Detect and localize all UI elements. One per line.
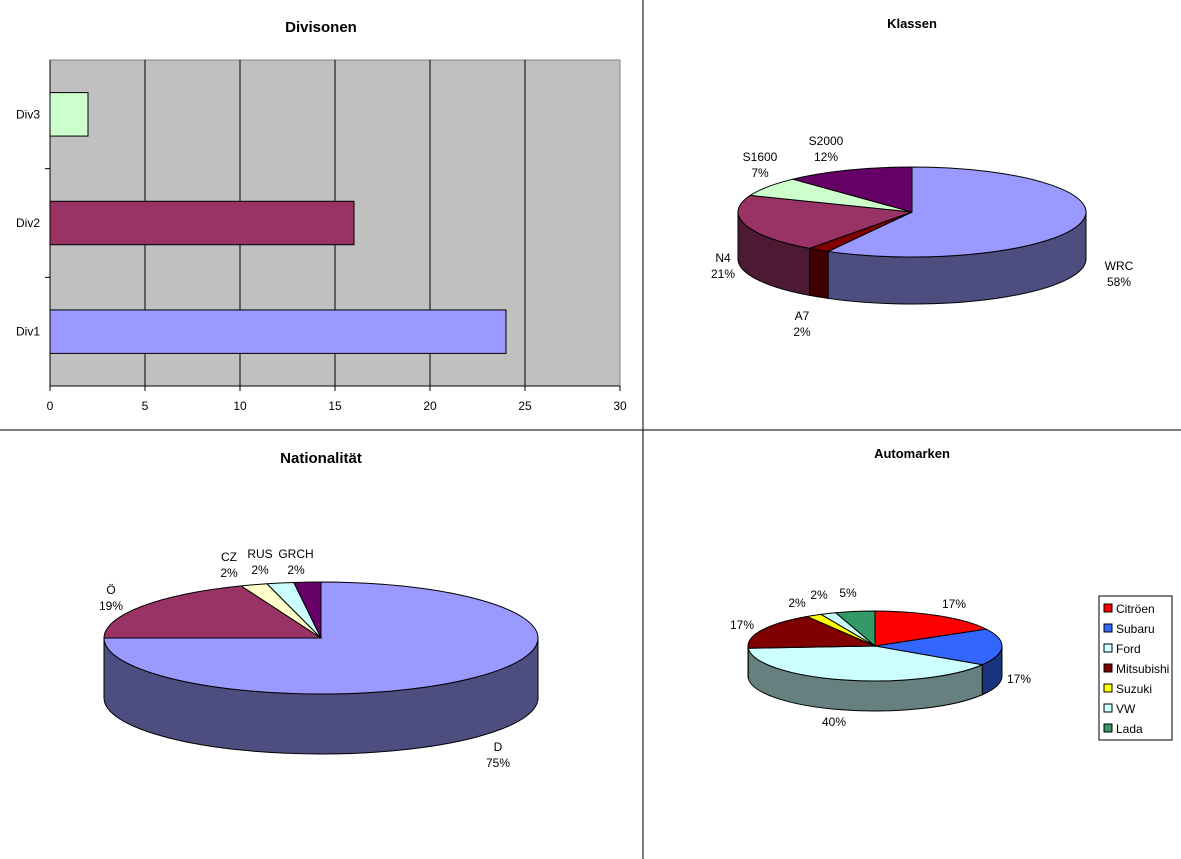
pie-label-name: WRC [1105, 259, 1134, 273]
pie-slice-ö [103, 585, 323, 639]
pie-label-percent: 2% [220, 566, 238, 580]
pie-label-name: GRCH [278, 547, 313, 561]
pie-chart-automarken: Automarken 17% 17% 40% 17% 2% 2% 5% Citröen Sub… [730, 446, 1173, 741]
legend-swatch [1103, 623, 1113, 633]
chart-title: Klassen [887, 16, 937, 31]
bar-div3 [49, 92, 89, 137]
pie-slice-ford [747, 645, 984, 682]
pie-chart-nationalitaet: Nationalität D 75% Ö 19% CZ 2% RUS 2% GRCH 2% [99, 450, 539, 770]
legend-swatch [1103, 703, 1113, 713]
pie-label-name: N4 [715, 251, 731, 265]
chart-title: Nationalität [280, 450, 362, 467]
pie-side-a7 [809, 247, 829, 300]
legend-label: Suzuki [1116, 682, 1152, 696]
pie-label-percent: 17% [1007, 672, 1031, 686]
pie-label-name: S1600 [743, 150, 778, 164]
legend-label: Subaru [1116, 622, 1155, 636]
pie-label-name: D [494, 740, 503, 754]
pie-label-percent: 2% [788, 596, 806, 610]
bar-div2 [49, 200, 355, 246]
pie-label-percent: 2% [793, 325, 811, 339]
pie-label-name: Ö [106, 583, 115, 597]
legend-swatch [1103, 663, 1113, 673]
pie-label-percent: 17% [942, 597, 966, 611]
legend-swatch [1103, 603, 1113, 613]
pie-label-name: RUS [247, 547, 272, 561]
bar-div1 [49, 309, 507, 354]
pie-slice-subaru [874, 628, 1003, 666]
pie-label-percent: 40% [822, 715, 846, 729]
legend-label: Citröen [1116, 602, 1155, 616]
pie-slice-lada [834, 610, 876, 648]
x-tick-label: 20 [423, 399, 437, 413]
pie-label-percent: 5% [839, 586, 857, 600]
pie-label-percent: 7% [751, 166, 769, 180]
pie-slice-s2000 [790, 166, 913, 213]
pie-label-percent: 2% [251, 563, 269, 577]
x-tick-label: 15 [328, 399, 342, 413]
bar-chart-divisonen: Divisonen 0 5 10 15 20 25 30 Div1 Div2 Div3 [16, 19, 627, 413]
x-tick-label: 30 [613, 399, 627, 413]
legend-swatch [1103, 683, 1113, 693]
pie-label-percent: 58% [1107, 275, 1131, 289]
chart-title: Divisonen [285, 19, 357, 36]
pie-label-name: CZ [221, 550, 237, 564]
y-tick-label: Div2 [16, 216, 40, 230]
legend-label: Lada [1116, 722, 1143, 736]
pie-label-percent: 2% [810, 588, 828, 602]
legend-label: Mitsubishi [1116, 662, 1169, 676]
y-tick-label: Div3 [16, 107, 40, 121]
x-tick-label: 25 [518, 399, 532, 413]
pie-label-percent: 75% [486, 756, 510, 770]
pie-slice-mitsubishi [747, 615, 876, 649]
pie-slice-n4 [737, 194, 913, 249]
legend: Citröen Subaru Ford Mitsubishi Suzuki VW Lada [1098, 595, 1173, 741]
legend-swatch [1103, 723, 1113, 733]
pie-label-percent: 19% [99, 599, 123, 613]
y-tick-label: Div1 [16, 325, 40, 339]
pie-label-percent: 2% [287, 563, 305, 577]
legend-label: VW [1116, 702, 1136, 716]
pie-slice-wrc [826, 166, 1087, 258]
x-tick-label: 5 [142, 399, 149, 413]
pie-label-name: A7 [795, 309, 810, 323]
pie-slice-grch [293, 581, 322, 639]
x-tick-label: 0 [47, 399, 54, 413]
pie-label-percent: 17% [730, 618, 754, 632]
pie-label-name: S2000 [809, 134, 844, 148]
chart-title: Automarken [874, 446, 950, 461]
pie-chart-klassen: Klassen WRC 58% A7 2% N4 21% S1600 7% S2000 12% [711, 16, 1134, 339]
legend-swatch [1103, 643, 1113, 653]
pie-label-percent: 21% [711, 267, 735, 281]
x-tick-label: 10 [233, 399, 247, 413]
pie-slice-citröen [874, 610, 988, 647]
pie-label-percent: 12% [814, 150, 838, 164]
legend-label: Ford [1116, 642, 1141, 656]
